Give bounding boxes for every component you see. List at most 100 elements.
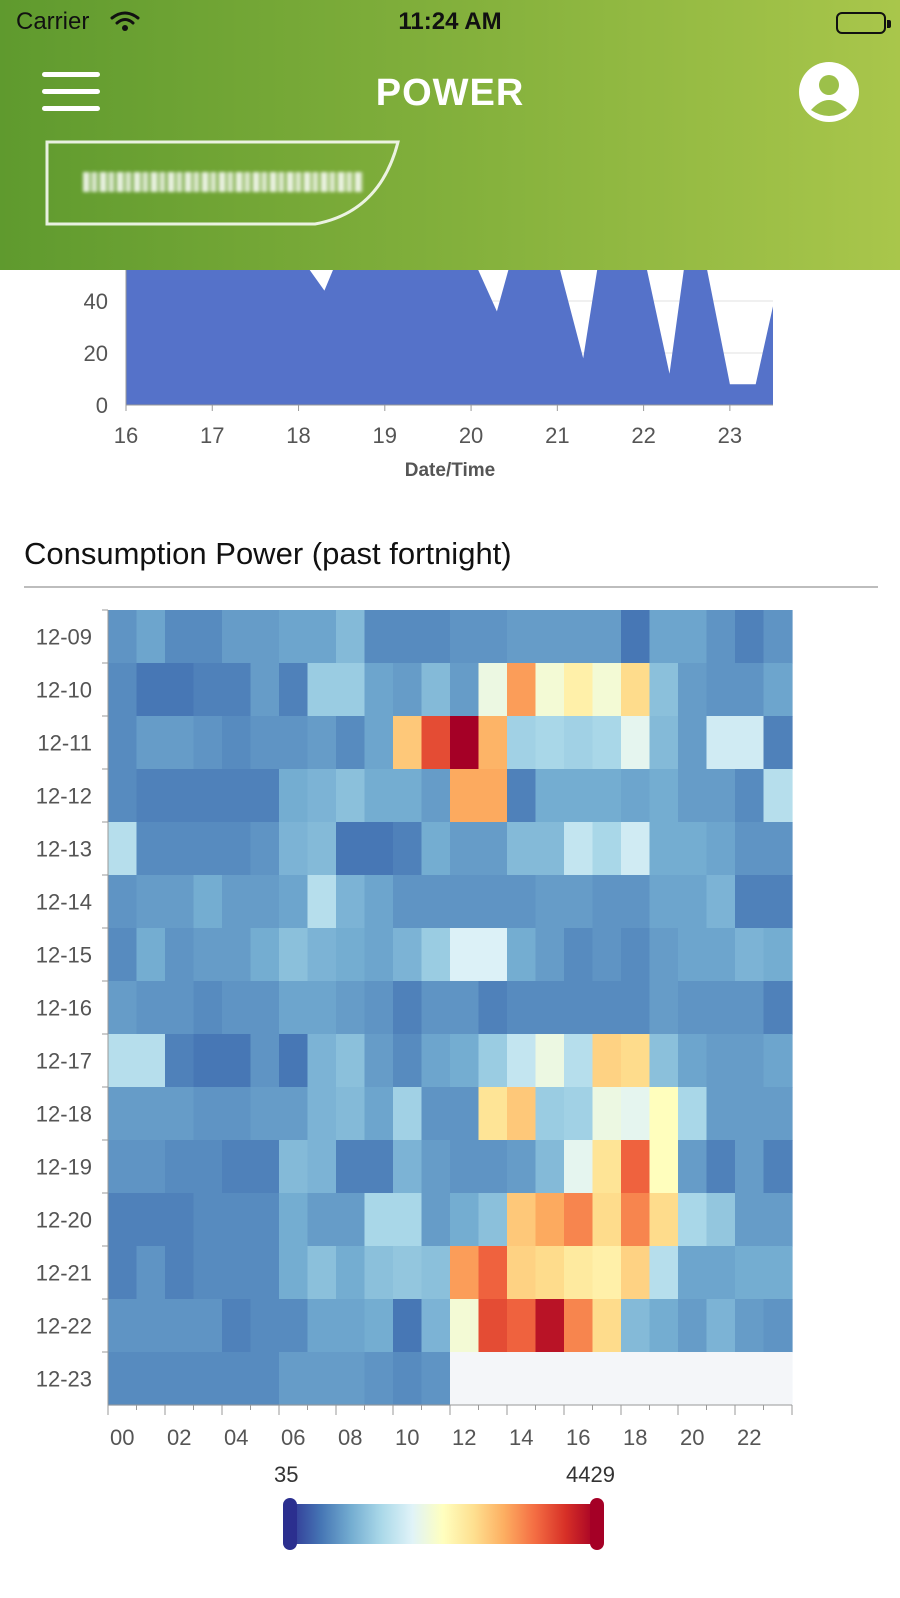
heatmap-cell <box>421 928 451 982</box>
heatmap-cell <box>222 1193 252 1247</box>
heatmap-cell <box>507 822 537 876</box>
heatmap-cell <box>136 1246 166 1300</box>
hamburger-menu-icon[interactable] <box>42 70 102 114</box>
heatmap-cell <box>735 1246 765 1300</box>
heatmap-cell <box>364 1140 394 1194</box>
heatmap-cell <box>193 1352 223 1406</box>
heatmap-cell <box>564 1246 594 1300</box>
heatmap-cell <box>250 716 280 770</box>
heatmap-cell <box>478 716 508 770</box>
y-tick-label: 0 <box>96 393 108 418</box>
heatmap-cell <box>193 1299 223 1353</box>
device-selector-tab[interactable] <box>45 140 401 226</box>
heatmap-cell <box>649 1352 679 1406</box>
section-title: Consumption Power (past fortnight) <box>24 536 512 571</box>
heatmap-cell <box>564 1352 594 1406</box>
heatmap-cell <box>706 1140 736 1194</box>
x-tick-label: 22 <box>631 423 655 448</box>
heatmap-cell <box>678 981 708 1035</box>
heatmap-cell <box>763 1193 793 1247</box>
power-area-chart: 40 20 016 17 18 19 20 21 22 23 Date/Time <box>84 249 773 480</box>
heatmap-hour-label: 08 <box>338 1425 362 1450</box>
heatmap-cell <box>763 822 793 876</box>
heatmap-cell <box>621 716 651 770</box>
heatmap-cell <box>421 1246 451 1300</box>
heatmap-cell <box>336 610 366 664</box>
heatmap-hour-label: 14 <box>509 1425 533 1450</box>
heatmap-row-label: 12-14 <box>36 890 92 915</box>
heatmap-cell <box>393 822 423 876</box>
heatmap-cell <box>706 981 736 1035</box>
heatmap-cell <box>592 1246 622 1300</box>
heatmap-row-label: 12-23 <box>36 1367 92 1392</box>
heatmap-cell <box>735 769 765 823</box>
heatmap-cell <box>393 663 423 717</box>
heatmap-cell <box>592 716 622 770</box>
heatmap-cell <box>450 663 480 717</box>
heatmap-row-label: 12-17 <box>36 1049 92 1074</box>
heatmap-cell <box>592 1140 622 1194</box>
heatmap-cell <box>649 716 679 770</box>
consumption-heatmap: 12-09 12-10 12-11 12-12 12-13 12-14 12-15 12-16… <box>36 609 793 1450</box>
heatmap-cell <box>678 928 708 982</box>
heatmap-cell <box>222 981 252 1035</box>
heatmap-cell <box>222 822 252 876</box>
heatmap-cell <box>564 663 594 717</box>
heatmap-cell <box>535 1299 565 1353</box>
heatmap-cell <box>678 1352 708 1406</box>
heatmap-cell <box>706 822 736 876</box>
heatmap-cell <box>735 1034 765 1088</box>
range-min-handle[interactable] <box>283 1498 297 1550</box>
heatmap-cell <box>108 1246 138 1300</box>
heatmap-cell <box>535 875 565 929</box>
heatmap-cell <box>336 1034 366 1088</box>
heatmap-cell <box>649 928 679 982</box>
heatmap-cell <box>763 875 793 929</box>
heatmap-cell <box>165 1246 195 1300</box>
heatmap-cell <box>735 1299 765 1353</box>
heatmap-cell <box>507 875 537 929</box>
heatmap-cell <box>307 875 337 929</box>
heatmap-cell <box>193 610 223 664</box>
heatmap-cell <box>307 928 337 982</box>
clock-time: 11:24 AM <box>398 8 502 35</box>
heatmap-cell <box>336 928 366 982</box>
heatmap-cell <box>393 1034 423 1088</box>
heatmap-cell <box>279 1352 309 1406</box>
heatmap-cell <box>535 928 565 982</box>
heatmap-cell <box>592 822 622 876</box>
heatmap-cell <box>250 610 280 664</box>
heatmap-cell <box>763 1087 793 1141</box>
y-tick-label: 40 <box>84 289 108 314</box>
heatmap-cell <box>279 1246 309 1300</box>
heatmap-cell <box>763 928 793 982</box>
heatmap-cell <box>393 1299 423 1353</box>
heatmap-cell <box>193 716 223 770</box>
heatmap-cell <box>279 769 309 823</box>
heatmap-cell <box>136 663 166 717</box>
area-series <box>126 249 773 405</box>
range-max-handle[interactable] <box>590 1498 604 1550</box>
heatmap-cell <box>649 981 679 1035</box>
heatmap-cell <box>706 1087 736 1141</box>
heatmap-cell <box>564 716 594 770</box>
heatmap-cell <box>222 875 252 929</box>
user-profile-icon[interactable] <box>797 60 861 124</box>
heatmap-row-label: 12-18 <box>36 1102 92 1127</box>
heatmap-cell <box>307 1087 337 1141</box>
heatmap-hour-label: 12 <box>452 1425 476 1450</box>
heatmap-cell <box>507 1246 537 1300</box>
heatmap-cell <box>450 1352 480 1406</box>
heatmap-cell <box>364 928 394 982</box>
heatmap-cell <box>621 663 651 717</box>
heatmap-cell <box>592 663 622 717</box>
heatmap-cell <box>763 663 793 717</box>
heatmap-cell <box>450 716 480 770</box>
heatmap-hour-label: 10 <box>395 1425 419 1450</box>
heatmap-cell <box>250 769 280 823</box>
heatmap-cell <box>564 822 594 876</box>
heatmap-cell <box>165 610 195 664</box>
heatmap-cell <box>592 1352 622 1406</box>
heatmap-cell <box>564 928 594 982</box>
heatmap-cell <box>307 1193 337 1247</box>
